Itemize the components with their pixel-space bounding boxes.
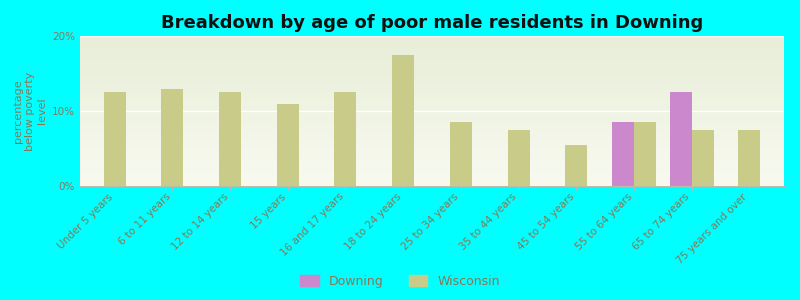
Bar <box>738 130 760 186</box>
Bar <box>670 92 692 186</box>
Bar <box>277 103 298 186</box>
Bar <box>162 88 183 186</box>
Legend: Downing, Wisconsin: Downing, Wisconsin <box>300 275 500 288</box>
Y-axis label: percentage
below poverty
level: percentage below poverty level <box>14 71 46 151</box>
Title: Breakdown by age of poor male residents in Downing: Breakdown by age of poor male residents … <box>161 14 703 32</box>
Bar <box>566 145 587 186</box>
Bar <box>692 130 714 186</box>
Bar <box>219 92 241 186</box>
Bar <box>334 92 357 186</box>
Bar <box>634 122 656 186</box>
Bar <box>450 122 472 186</box>
Bar <box>612 122 634 186</box>
Bar <box>392 55 414 186</box>
Bar <box>507 130 530 186</box>
Bar <box>104 92 126 186</box>
